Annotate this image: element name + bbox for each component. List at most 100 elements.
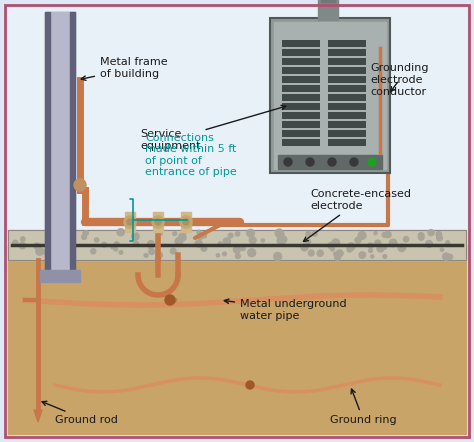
Circle shape (418, 232, 424, 238)
Bar (328, 139, 366, 146)
Circle shape (175, 238, 182, 245)
Bar (328, 85, 366, 92)
Circle shape (127, 219, 133, 225)
Circle shape (156, 238, 160, 242)
Bar (125, 212, 135, 232)
Circle shape (428, 230, 434, 236)
Circle shape (149, 245, 153, 249)
Bar (328, 49, 366, 56)
Circle shape (248, 249, 255, 257)
Circle shape (247, 229, 255, 237)
Circle shape (347, 247, 352, 252)
Circle shape (403, 236, 409, 242)
Bar (274, 22, 386, 169)
Circle shape (144, 253, 148, 257)
Circle shape (436, 232, 442, 237)
Circle shape (82, 235, 86, 240)
Circle shape (156, 252, 163, 258)
Circle shape (180, 216, 192, 228)
Circle shape (62, 234, 69, 241)
Bar (328, 58, 366, 65)
Bar (328, 40, 366, 47)
Bar (50, 12, 70, 270)
Circle shape (179, 233, 186, 241)
Bar (8, 245, 466, 434)
Text: Concrete-encased
electrode: Concrete-encased electrode (303, 189, 411, 241)
Circle shape (132, 232, 139, 240)
Circle shape (114, 248, 118, 251)
Text: Metal frame
of building: Metal frame of building (81, 57, 168, 80)
Circle shape (382, 232, 387, 237)
Circle shape (447, 254, 453, 259)
Circle shape (197, 230, 201, 234)
Circle shape (281, 236, 287, 243)
Bar (282, 139, 320, 146)
Circle shape (181, 232, 186, 236)
Circle shape (277, 237, 285, 245)
Bar (282, 94, 320, 101)
Bar (328, 112, 366, 119)
Circle shape (437, 235, 442, 241)
Circle shape (111, 245, 115, 249)
Circle shape (347, 243, 355, 250)
Circle shape (426, 240, 432, 248)
Bar (328, 121, 366, 128)
Circle shape (134, 241, 138, 246)
Circle shape (443, 253, 450, 260)
Circle shape (306, 232, 311, 236)
Circle shape (202, 233, 207, 238)
Bar (328, 103, 366, 110)
Circle shape (368, 158, 376, 166)
Bar (318, 0, 338, 20)
Circle shape (350, 158, 358, 166)
Circle shape (419, 235, 424, 240)
Circle shape (334, 252, 337, 256)
Bar (328, 130, 366, 137)
Circle shape (119, 251, 123, 254)
Bar (282, 112, 320, 119)
Text: Service
equipment: Service equipment (140, 105, 286, 151)
Circle shape (36, 248, 44, 255)
Bar (278, 155, 382, 169)
Circle shape (115, 241, 119, 246)
Circle shape (335, 255, 340, 260)
Circle shape (124, 216, 136, 228)
Circle shape (102, 242, 107, 247)
Circle shape (273, 252, 282, 260)
Circle shape (374, 232, 377, 235)
Bar (321, 0, 335, 2)
Circle shape (236, 254, 240, 259)
Bar (282, 58, 320, 65)
Bar (282, 121, 320, 128)
Circle shape (440, 248, 444, 251)
Circle shape (183, 219, 189, 225)
Circle shape (223, 252, 227, 256)
Bar (153, 212, 163, 232)
Circle shape (301, 244, 308, 251)
Text: Ground rod: Ground rod (42, 401, 118, 425)
Circle shape (195, 240, 202, 247)
Circle shape (158, 232, 162, 236)
Bar (270, 18, 390, 173)
Circle shape (170, 248, 176, 254)
Circle shape (309, 250, 314, 256)
Circle shape (155, 219, 161, 225)
Circle shape (330, 247, 334, 251)
Circle shape (173, 232, 177, 236)
Circle shape (52, 233, 55, 236)
Circle shape (249, 237, 256, 244)
Circle shape (336, 250, 343, 257)
Circle shape (419, 235, 424, 240)
Circle shape (398, 244, 405, 251)
Circle shape (197, 234, 203, 240)
Bar (8, 8, 466, 245)
Circle shape (149, 249, 155, 255)
Bar (45, 12, 75, 270)
Circle shape (446, 240, 450, 244)
Circle shape (369, 249, 373, 252)
Circle shape (147, 241, 154, 248)
Bar (40, 270, 80, 282)
Circle shape (34, 243, 40, 249)
Circle shape (246, 381, 254, 389)
Text: Connections
made within 5 ft
of point of
entrance of pipe: Connections made within 5 ft of point of… (145, 133, 237, 177)
